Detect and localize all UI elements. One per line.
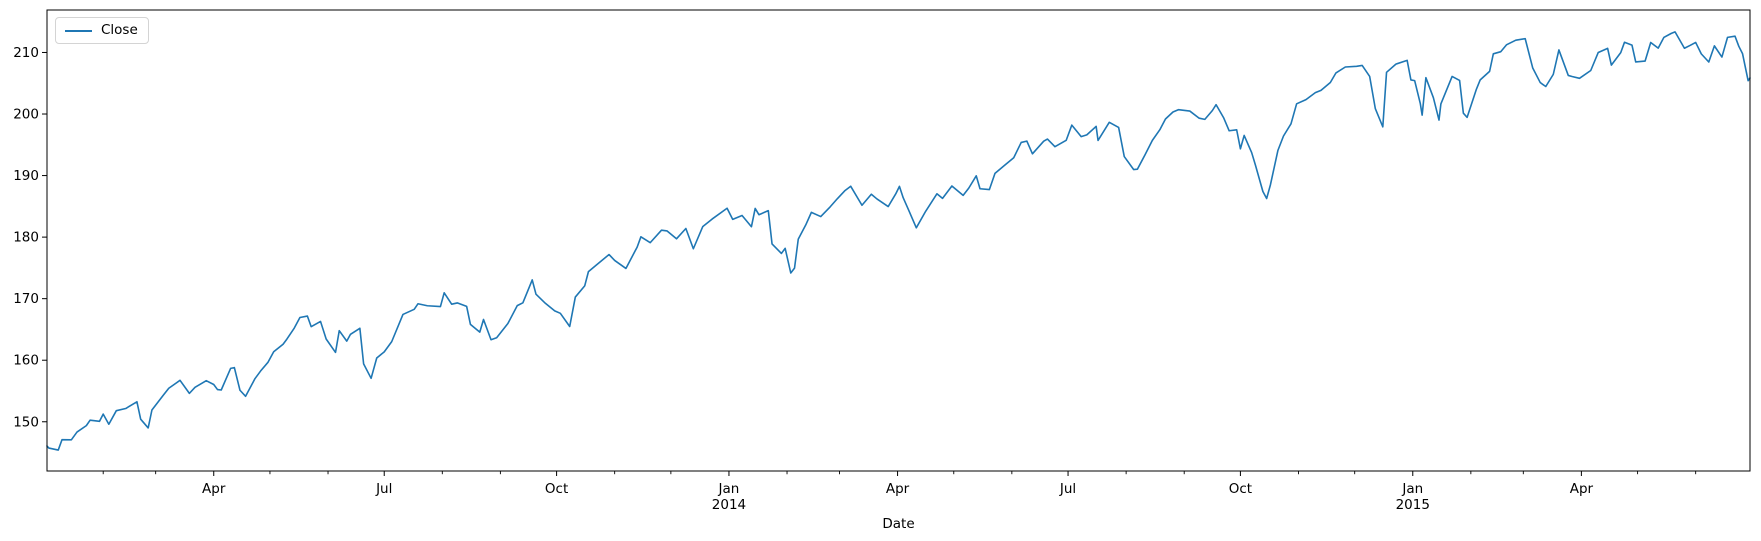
y-tick-label: 150 xyxy=(13,414,39,430)
close-price-line xyxy=(46,31,1751,451)
x-tick-label: Jan xyxy=(718,481,740,497)
x-tick-label: Oct xyxy=(545,481,568,497)
x-tick-label: Oct xyxy=(1229,481,1252,497)
legend-line-sample xyxy=(65,29,92,32)
x-tick-label: Jan xyxy=(1401,481,1423,497)
y-tick-label: 200 xyxy=(13,107,39,123)
y-tick-label: 180 xyxy=(13,230,39,246)
x-tick-label: Jul xyxy=(1059,481,1076,497)
y-tick-label: 210 xyxy=(13,45,39,61)
legend: Close xyxy=(55,17,149,44)
y-tick-label: 160 xyxy=(13,353,39,369)
x-axis-title: Date xyxy=(882,516,915,532)
x-tick-label: Jul xyxy=(375,481,392,497)
x-tick-year-label: 2014 xyxy=(712,497,746,513)
x-tick-year-label: 2015 xyxy=(1396,497,1430,513)
axes-frame xyxy=(46,9,1751,472)
legend-label: Close xyxy=(101,21,138,38)
y-tick-label: 190 xyxy=(13,168,39,184)
x-tick-label: Apr xyxy=(886,481,910,497)
y-tick-label: 170 xyxy=(13,291,39,307)
x-tick-label: Apr xyxy=(1570,481,1594,497)
x-tick-label: Apr xyxy=(202,481,226,497)
